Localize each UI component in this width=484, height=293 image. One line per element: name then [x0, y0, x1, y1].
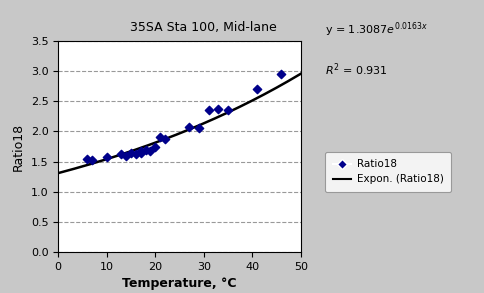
Line: Expon. (Ratio18): Expon. (Ratio18) — [58, 74, 300, 173]
Expon. (Ratio18) — [56, 171, 62, 175]
Ratio18 — [146, 148, 154, 153]
Expon. (Ratio18) — [55, 171, 61, 175]
Ratio18 — [185, 125, 193, 130]
Ratio18 — [83, 156, 91, 161]
Ratio18 — [204, 108, 212, 113]
Legend: Ratio18, Expon. (Ratio18): Ratio18, Expon. (Ratio18) — [325, 152, 450, 192]
Ratio18 — [136, 150, 144, 155]
Ratio18 — [214, 107, 222, 111]
Ratio18 — [156, 135, 164, 140]
Expon. (Ratio18) — [297, 72, 303, 76]
Ratio18 — [141, 147, 149, 152]
Ratio18 — [277, 72, 285, 76]
Ratio18 — [103, 155, 110, 160]
Ratio18 — [117, 151, 125, 156]
Expon. (Ratio18) — [203, 120, 209, 124]
Y-axis label: Ratio18: Ratio18 — [12, 122, 25, 171]
Expon. (Ratio18) — [274, 85, 280, 88]
Text: 35SA Sta 100, Mid-lane: 35SA Sta 100, Mid-lane — [130, 21, 276, 33]
Ratio18 — [136, 148, 144, 153]
Ratio18 — [161, 137, 168, 142]
Ratio18 — [127, 150, 135, 155]
Expon. (Ratio18) — [259, 93, 265, 97]
Ratio18 — [88, 158, 96, 163]
Text: $R^2$ = 0.931: $R^2$ = 0.931 — [324, 62, 387, 78]
Ratio18 — [122, 153, 130, 158]
Text: y = 1.3087$e^{0.0163x}$: y = 1.3087$e^{0.0163x}$ — [324, 21, 427, 39]
Ratio18 — [195, 126, 202, 131]
Ratio18 — [132, 151, 139, 156]
Ratio18 — [224, 108, 231, 113]
Ratio18 — [253, 87, 260, 92]
Ratio18 — [151, 144, 159, 149]
Expon. (Ratio18) — [198, 122, 204, 126]
X-axis label: Temperature, °C: Temperature, °C — [122, 277, 236, 290]
Expon. (Ratio18) — [199, 122, 205, 126]
